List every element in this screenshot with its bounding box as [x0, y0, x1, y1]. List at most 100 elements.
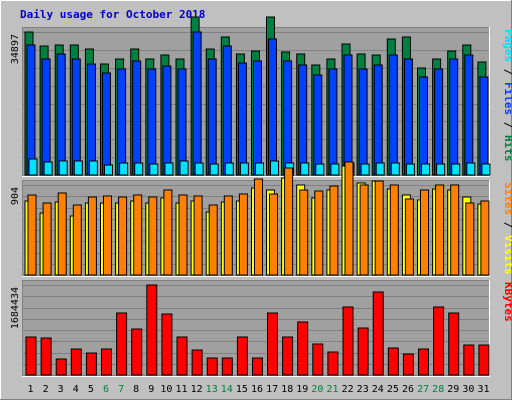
visits-bar-sites — [133, 194, 143, 276]
kbytes-panel: 1684434 KBytes — [10, 280, 512, 377]
visits-bar-sites — [178, 194, 188, 276]
chart-title: Daily usage for October 2018 — [20, 8, 205, 21]
hits-bar-files — [102, 72, 111, 176]
kbytes-bar-kbytes — [357, 327, 369, 376]
x-tick-label: 18 — [281, 384, 293, 395]
visits-bar-sites — [27, 194, 37, 276]
visits-bar-sites — [42, 202, 52, 276]
hits-bar-pages — [315, 163, 325, 176]
hits-bar-pages — [239, 162, 249, 176]
x-tick-label: 15 — [236, 384, 248, 395]
x-tick-label: 1 — [27, 384, 33, 395]
kbytes-bar-kbytes — [176, 336, 188, 376]
visits-bar-sites — [465, 202, 475, 276]
hits-bar-files — [253, 60, 262, 176]
kbytes-bar-kbytes — [131, 328, 143, 376]
x-tick-label: 26 — [402, 384, 414, 395]
visits-bar-sites — [344, 161, 354, 276]
hits-legend: Pages / Files / Hits — [502, 29, 512, 162]
hits-legend-entry: Files — [502, 82, 512, 115]
visits-bar-sites — [163, 189, 173, 276]
visits-bar-sites — [374, 180, 384, 276]
hits-bar-pages — [209, 163, 219, 176]
hits-bar-pages — [360, 163, 370, 176]
kbytes-bar-kbytes — [327, 351, 339, 376]
hits-bar-pages — [28, 158, 38, 176]
visits-bar-sites — [118, 196, 128, 276]
kbytes-bar-kbytes — [448, 312, 460, 376]
hits-bar-files — [86, 63, 96, 176]
x-tick-label: 10 — [160, 384, 172, 395]
visits-bar-sites — [148, 196, 158, 276]
visits-bar-sites — [404, 198, 414, 276]
hits-bar-files — [464, 54, 474, 176]
hits-panel: 34897 Pages / Files / Hits — [10, 16, 512, 177]
hits-bar-pages — [179, 160, 189, 176]
hits-legend-entry: / — [502, 115, 512, 135]
hits-bar-files — [328, 68, 338, 176]
hits-bar-files — [343, 54, 353, 176]
visits-bar-sites — [254, 178, 263, 276]
hits-bar-files — [207, 58, 217, 176]
hits-bar-pages — [224, 162, 234, 176]
hits-bar-pages — [104, 164, 113, 176]
x-tick-label: 6 — [103, 384, 109, 395]
hits-bar-files — [388, 54, 398, 176]
visits-legend-entry: Visits — [502, 235, 512, 275]
x-tick-label: 23 — [357, 384, 369, 395]
kbytes-bar-kbytes — [101, 348, 112, 376]
hits-bar-files — [479, 76, 489, 176]
visits-bar-sites — [314, 190, 324, 276]
x-axis-labels: 1 2 3 4 5 6 7 8 9 10 11 12 13 14 15 16 17 18 19 20 21 22 23 24 2… — [27, 384, 489, 395]
kbytes-bar-kbytes — [418, 348, 429, 376]
visits-bar-sites — [329, 185, 339, 276]
hits-bar-pages — [421, 163, 430, 176]
kbytes-bar-kbytes — [221, 357, 233, 376]
kbytes-bar-kbytes — [25, 336, 37, 376]
x-tick-label: 3 — [58, 384, 64, 395]
visits-bar-sites — [450, 184, 460, 276]
kbytes-bar-kbytes — [402, 353, 414, 376]
hits-bar-files — [449, 58, 459, 176]
hits-bar-files — [283, 60, 293, 176]
hits-bar-pages — [451, 163, 461, 176]
visits-bar-sites — [269, 193, 278, 276]
visits-bar-sites — [57, 192, 67, 276]
hits-bar-pages — [164, 162, 174, 176]
kbytes-bar-kbytes — [297, 321, 309, 376]
visits-legend-entry: Sites — [502, 182, 512, 215]
x-tick-label: 9 — [148, 384, 154, 395]
kbytes-bar-kbytes — [146, 284, 158, 376]
x-tick-label: 21 — [326, 384, 338, 395]
hits-bar-pages — [270, 160, 279, 176]
kbytes-bar-kbytes — [433, 306, 445, 376]
hits-bar-pages — [43, 161, 53, 176]
kbytes-bar-kbytes — [267, 312, 278, 376]
x-tick-label: 28 — [432, 384, 444, 395]
visits-bar-sites — [103, 195, 112, 276]
x-tick-label: 29 — [447, 384, 459, 395]
visits-bar-sites — [72, 204, 82, 276]
kbytes-bar-kbytes — [191, 349, 203, 376]
visits-bar-sites — [87, 196, 97, 276]
x-tick-label: 19 — [296, 384, 308, 395]
hits-ytick-label: 34897 — [10, 34, 21, 64]
kbytes-bar-kbytes — [252, 357, 263, 376]
kbytes-bar-kbytes — [116, 312, 128, 376]
visits-bar-sites — [480, 200, 490, 276]
visits-bar-sites — [284, 167, 294, 276]
visits-legend-entry: / — [502, 215, 512, 235]
hits-bar-files — [162, 65, 172, 176]
kbytes-legend: KBytes — [502, 282, 512, 322]
x-tick-label: 22 — [342, 384, 354, 395]
hits-bar-files — [41, 58, 51, 176]
visits-bar-sites — [389, 184, 399, 276]
kbytes-ytick-label: 1684434 — [10, 287, 21, 329]
visits-legend: Sites / Visits — [502, 182, 512, 275]
hits-bar-files — [358, 68, 368, 176]
visits-bar-sites — [238, 193, 248, 276]
hits-bar-files — [268, 38, 277, 176]
x-tick-label: 4 — [73, 384, 79, 395]
